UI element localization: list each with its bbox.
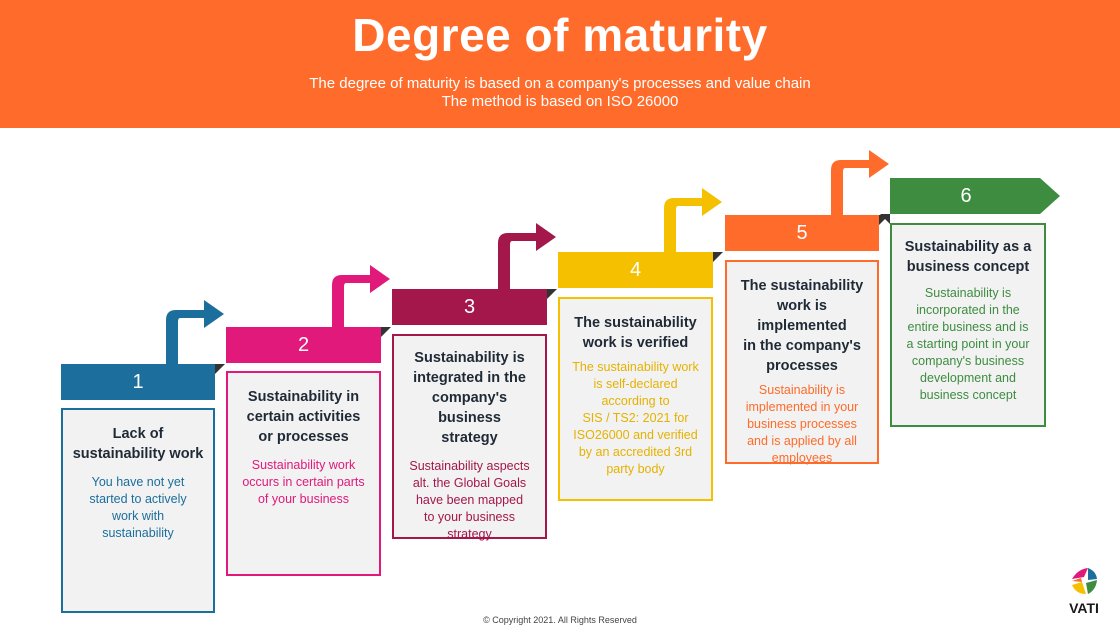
step-3-arrow-icon xyxy=(498,223,556,290)
step-5-arrow-icon xyxy=(831,150,889,217)
step-5-number: 5 xyxy=(725,215,879,251)
step-3-card: Sustainability is integrated in the compa… xyxy=(392,334,547,541)
page-subtitle-line1: The degree of maturity is based on a com… xyxy=(309,75,811,92)
step-2-number: 2 xyxy=(226,327,381,363)
step-4-arrow-icon xyxy=(664,188,722,253)
copyright-footer: © Copyright 2021. All Rights Reserved xyxy=(483,615,637,625)
step-1-fold xyxy=(215,364,225,374)
step-4-card: The sustainability work is verified The s… xyxy=(558,297,713,501)
header-banner: Degree of maturity The degree of maturit… xyxy=(0,0,1120,128)
vati-logo: VATI xyxy=(1062,565,1106,616)
step-6-number: 6 xyxy=(960,185,972,207)
step-6-arrow-icon xyxy=(890,178,1060,214)
step-1-arrow-icon xyxy=(166,300,224,365)
step-3-description: Sustainability aspects alt. the Global Go… xyxy=(409,459,530,541)
step-2-description: Sustainability work occurs in certain par… xyxy=(242,458,365,506)
step-1-number: 1 xyxy=(61,364,215,400)
step-3-fold xyxy=(547,289,557,299)
step-6-card: Sustainability as a business concept Sust… xyxy=(890,223,1046,427)
step-6-heading: Sustainability as a business concept xyxy=(904,239,1032,275)
step-4-number: 4 xyxy=(558,252,713,288)
step-4-description: The sustainability work is self-declared … xyxy=(572,360,699,476)
step-1-heading: Lack of sustainability work xyxy=(72,426,204,462)
step-5-card: The sustainability work is implemented in… xyxy=(725,260,879,465)
step-6-description: Sustainability is incorporated in the ent… xyxy=(906,286,1030,402)
step-6-fold xyxy=(880,214,890,224)
step-2-heading: Sustainability in certain activities or p… xyxy=(246,389,361,445)
step-3-number: 3 xyxy=(392,289,547,325)
vati-logo-icon xyxy=(1070,567,1098,595)
page-title: Degree of maturity xyxy=(352,9,768,61)
vati-logo-text: VATI xyxy=(1069,600,1099,616)
step-4-fold xyxy=(713,252,723,262)
step-1-card: Lack of sustainability work You have not … xyxy=(61,408,215,613)
step-4-heading: The sustainability work is verified xyxy=(574,315,697,351)
step-5-heading: The sustainability work is implemented in… xyxy=(740,278,864,374)
page-subtitle-line2: The method is based on ISO 26000 xyxy=(441,93,679,110)
step-2-arrow-icon xyxy=(332,265,390,330)
step-2-fold xyxy=(381,327,391,337)
step-1-description: You have not yet started to actively work… xyxy=(89,475,187,540)
step-5-description: Sustainability is implemented in your bus… xyxy=(745,383,859,465)
step-2-card: Sustainability in certain activities or p… xyxy=(226,371,381,576)
step-3-heading: Sustainability is integrated in the compa… xyxy=(413,350,526,446)
